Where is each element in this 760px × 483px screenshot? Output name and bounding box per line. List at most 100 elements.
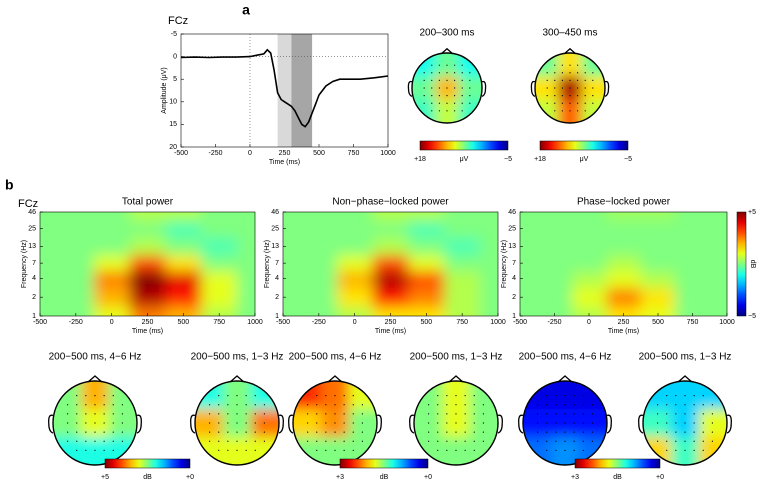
heatmap-cell <box>237 270 255 289</box>
y-tick-label: 25 <box>28 225 36 232</box>
heatmap <box>40 212 255 316</box>
electrode <box>546 413 548 415</box>
electrode <box>103 431 105 433</box>
electrode <box>218 422 220 424</box>
heatmap <box>283 212 498 316</box>
electrode <box>352 422 354 424</box>
electrode <box>461 87 463 89</box>
electrode <box>121 422 123 424</box>
electrode <box>582 404 584 406</box>
electrode <box>428 413 430 415</box>
topomap-cell <box>458 53 482 77</box>
heatmap-cell <box>129 220 166 238</box>
electrode <box>437 440 439 442</box>
electrode <box>94 404 96 406</box>
head <box>194 380 280 466</box>
electrode <box>564 440 566 442</box>
electrode <box>121 404 123 406</box>
electrode <box>482 404 484 406</box>
electrode <box>546 440 548 442</box>
electrode <box>263 413 265 415</box>
electrode <box>464 431 466 433</box>
electrode <box>76 422 78 424</box>
electrode <box>307 413 309 415</box>
electrode <box>561 87 563 89</box>
y-tick-label: 1 <box>275 313 279 320</box>
channel-label: FCz <box>18 198 38 210</box>
ear <box>518 414 524 434</box>
electrode <box>675 449 677 451</box>
topomap-cell <box>412 76 436 101</box>
electrode <box>423 79 425 81</box>
electrode <box>121 440 123 442</box>
x-tick-label: 500 <box>420 319 432 326</box>
electrode <box>666 404 668 406</box>
colorbar-tick-label: +0 <box>656 474 664 481</box>
heatmap-cell <box>640 212 676 221</box>
electrode <box>564 413 566 415</box>
electrode <box>438 72 440 74</box>
heatmap-cell <box>57 254 95 272</box>
electrode <box>437 413 439 415</box>
electrode <box>555 431 557 433</box>
electrode <box>94 431 96 433</box>
electrode <box>236 404 238 406</box>
head <box>411 52 483 124</box>
heatmap-cell <box>201 270 238 289</box>
electrode <box>112 422 114 424</box>
electrode <box>438 64 440 66</box>
heatmap-cell <box>571 220 607 238</box>
electrode <box>657 431 659 433</box>
electrode <box>666 395 668 397</box>
heatmap-cell <box>237 287 255 308</box>
electrode <box>227 395 229 397</box>
electrode <box>437 431 439 433</box>
electrode <box>343 422 345 424</box>
electrode <box>103 440 105 442</box>
electrode <box>675 440 677 442</box>
electrode <box>245 404 247 406</box>
topomap-cell <box>223 437 252 465</box>
ear <box>638 414 644 434</box>
electrode <box>573 440 575 442</box>
heatmap-cell <box>537 254 573 272</box>
electrode <box>473 431 475 433</box>
heatmap-cell <box>372 212 409 221</box>
electrode <box>437 404 439 406</box>
electrode <box>455 449 457 451</box>
x-tick-label: 750 <box>687 319 699 326</box>
heatmap-cell <box>40 220 59 238</box>
electrode <box>554 64 556 66</box>
y-tick-label: 4 <box>275 275 279 282</box>
topomap-cell <box>81 381 110 410</box>
electrode <box>94 413 96 415</box>
heatmap-cell <box>336 287 374 308</box>
electrode <box>263 404 265 406</box>
x-axis-label: Time (ms) <box>608 328 639 335</box>
electrode <box>455 413 457 415</box>
electrode <box>76 413 78 415</box>
electrode <box>577 64 579 66</box>
colorbar-tick-label: −5 <box>748 313 756 320</box>
electrode <box>592 95 594 97</box>
heatmap-cell <box>372 287 409 308</box>
electrode <box>245 395 247 397</box>
heatmap-cell <box>520 220 538 238</box>
colorbar <box>419 140 509 151</box>
electrode <box>343 440 345 442</box>
electrode <box>343 413 345 415</box>
electrode <box>352 404 354 406</box>
electrode <box>554 95 556 97</box>
colorbar-tick-label: +5 <box>101 474 109 481</box>
head <box>413 380 499 466</box>
topomap-cell <box>412 53 436 77</box>
electrode <box>461 102 463 104</box>
electrode <box>254 440 256 442</box>
x-tick-label: -250 <box>312 319 326 326</box>
electrode <box>555 440 557 442</box>
electrode <box>684 449 686 451</box>
heatmap-cell <box>408 254 445 272</box>
heatmap-cell <box>57 270 95 289</box>
topomap-cell <box>223 381 252 410</box>
electrode <box>461 110 463 112</box>
